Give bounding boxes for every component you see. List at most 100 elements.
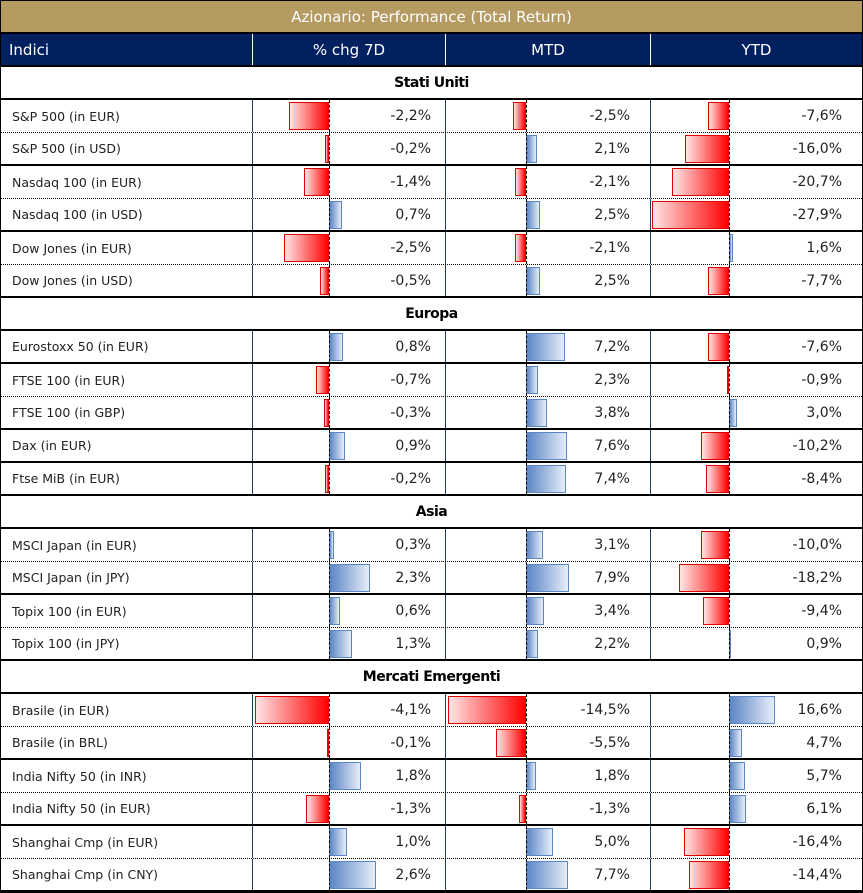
positive-bar xyxy=(729,399,738,427)
cell-ytd: 3,0% xyxy=(651,397,862,428)
zero-axis-line xyxy=(329,760,330,792)
table-row: India Nifty 50 (in INR) 1,8% 1,8% 5,7% xyxy=(1,760,862,793)
cell-ytd: -16,4% xyxy=(651,826,862,858)
value-chg7d: 0,8% xyxy=(395,338,431,355)
zero-axis-line xyxy=(729,133,730,164)
negative-bar xyxy=(325,465,329,493)
index-name: FTSE 100 (in GBP) xyxy=(1,397,253,428)
cell-chg7d: -1,4% xyxy=(253,166,446,198)
negative-bar xyxy=(707,267,729,295)
zero-axis-line xyxy=(526,529,527,561)
zero-axis-line xyxy=(329,826,330,858)
zero-axis-line xyxy=(526,133,527,164)
zero-axis-line xyxy=(729,331,730,362)
value-chg7d: -1,4% xyxy=(390,174,431,190)
value-mtd: 5,0% xyxy=(594,834,630,850)
positive-bar xyxy=(329,828,347,856)
cell-ytd: -7,6% xyxy=(651,100,862,132)
positive-bar xyxy=(329,564,371,592)
zero-axis-line xyxy=(729,166,730,198)
cell-chg7d: 0,9% xyxy=(253,430,446,461)
positive-bar xyxy=(329,630,353,658)
zero-axis-line xyxy=(329,595,330,627)
cell-chg7d: -1,3% xyxy=(253,793,446,824)
table-row: Ftse MiB (in EUR) -0,2% 7,4% -8,4% xyxy=(1,463,862,496)
zero-axis-line xyxy=(729,595,730,627)
cell-mtd: 2,1% xyxy=(446,133,651,164)
positive-bar xyxy=(729,729,742,757)
cell-chg7d: 1,3% xyxy=(253,628,446,659)
index-name: Brasile (in EUR) xyxy=(1,694,253,726)
index-name: S&P 500 (in USD) xyxy=(1,133,253,164)
cell-chg7d: -0,7% xyxy=(253,364,446,396)
zero-axis-line xyxy=(329,694,330,726)
index-name: MSCI Japan (in JPY) xyxy=(1,562,253,593)
zero-axis-line xyxy=(729,232,730,264)
zero-axis-line xyxy=(729,397,730,428)
table-row: Brasile (in EUR) -4,1% -14,5% 16,6% xyxy=(1,694,862,727)
cell-ytd: -18,2% xyxy=(651,562,862,593)
value-chg7d: -0,3% xyxy=(390,404,431,421)
value-chg7d: -0,5% xyxy=(390,272,431,289)
index-name: Eurostoxx 50 (in EUR) xyxy=(1,331,253,362)
zero-axis-line xyxy=(329,199,330,230)
negative-bar xyxy=(708,102,729,130)
zero-axis-line xyxy=(729,793,730,824)
zero-axis-line xyxy=(329,793,330,824)
zero-axis-line xyxy=(526,628,527,659)
negative-bar xyxy=(323,399,329,427)
index-name: Nasdaq 100 (in EUR) xyxy=(1,166,253,198)
value-mtd: 3,1% xyxy=(594,537,630,553)
table-row: S&P 500 (in EUR) -2,2% -2,5% -7,6% xyxy=(1,100,862,133)
negative-bar xyxy=(447,696,526,724)
value-mtd: 3,8% xyxy=(594,404,630,421)
zero-axis-line xyxy=(329,628,330,659)
table-row: Dow Jones (in USD) -0,5% 2,5% -7,7% xyxy=(1,265,862,298)
value-chg7d: 0,3% xyxy=(395,537,431,553)
index-name: Brasile (in BRL) xyxy=(1,727,253,758)
cell-mtd: 7,6% xyxy=(446,430,651,461)
value-chg7d: 1,0% xyxy=(395,834,431,850)
zero-axis-line xyxy=(526,562,527,593)
table-row: Brasile (in BRL) -0,1% -5,5% 4,7% xyxy=(1,727,862,760)
value-chg7d: 0,6% xyxy=(395,603,431,619)
zero-axis-line xyxy=(329,727,330,758)
zero-axis-line xyxy=(526,595,527,627)
zero-axis-line xyxy=(329,265,330,296)
zero-axis-line xyxy=(729,430,730,461)
zero-axis-line xyxy=(729,826,730,858)
zero-axis-line xyxy=(526,199,527,230)
table-row: Nasdaq 100 (in EUR) -1,4% -2,1% -20,7% xyxy=(1,166,862,199)
cell-ytd: 6,1% xyxy=(651,793,862,824)
positive-bar xyxy=(526,861,568,889)
index-name: Shanghai Cmp (in CNY) xyxy=(1,859,253,890)
value-chg7d: -2,5% xyxy=(390,240,431,256)
negative-bar xyxy=(320,267,329,295)
table-row: Shanghai Cmp (in CNY) 2,6% 7,7% -14,4% xyxy=(1,859,862,892)
zero-axis-line xyxy=(526,727,527,758)
index-name: MSCI Japan (in EUR) xyxy=(1,529,253,561)
zero-axis-line xyxy=(526,793,527,824)
value-ytd: -7,6% xyxy=(801,108,842,124)
value-chg7d: 1,8% xyxy=(395,768,431,784)
table-row: Dow Jones (in EUR) -2,5% -2,1% 1,6% xyxy=(1,232,862,265)
index-name: Dow Jones (in EUR) xyxy=(1,232,253,264)
index-name: FTSE 100 (in EUR) xyxy=(1,364,253,396)
negative-bar xyxy=(289,102,329,130)
zero-axis-line xyxy=(729,694,730,726)
value-chg7d: -0,7% xyxy=(390,372,431,388)
negative-bar xyxy=(518,795,526,823)
zero-axis-line xyxy=(329,529,330,561)
cell-chg7d: 1,8% xyxy=(253,760,446,792)
value-chg7d: -4,1% xyxy=(390,702,431,718)
positive-bar xyxy=(526,399,547,427)
value-ytd: 4,7% xyxy=(806,734,842,751)
cell-chg7d: 1,0% xyxy=(253,826,446,858)
value-mtd: 7,2% xyxy=(594,338,630,355)
negative-bar xyxy=(514,168,526,196)
zero-axis-line xyxy=(526,463,527,494)
zero-axis-line xyxy=(526,232,527,264)
column-header-ytd: YTD xyxy=(741,40,772,59)
zero-axis-line xyxy=(729,760,730,792)
cell-mtd: 3,4% xyxy=(446,595,651,627)
